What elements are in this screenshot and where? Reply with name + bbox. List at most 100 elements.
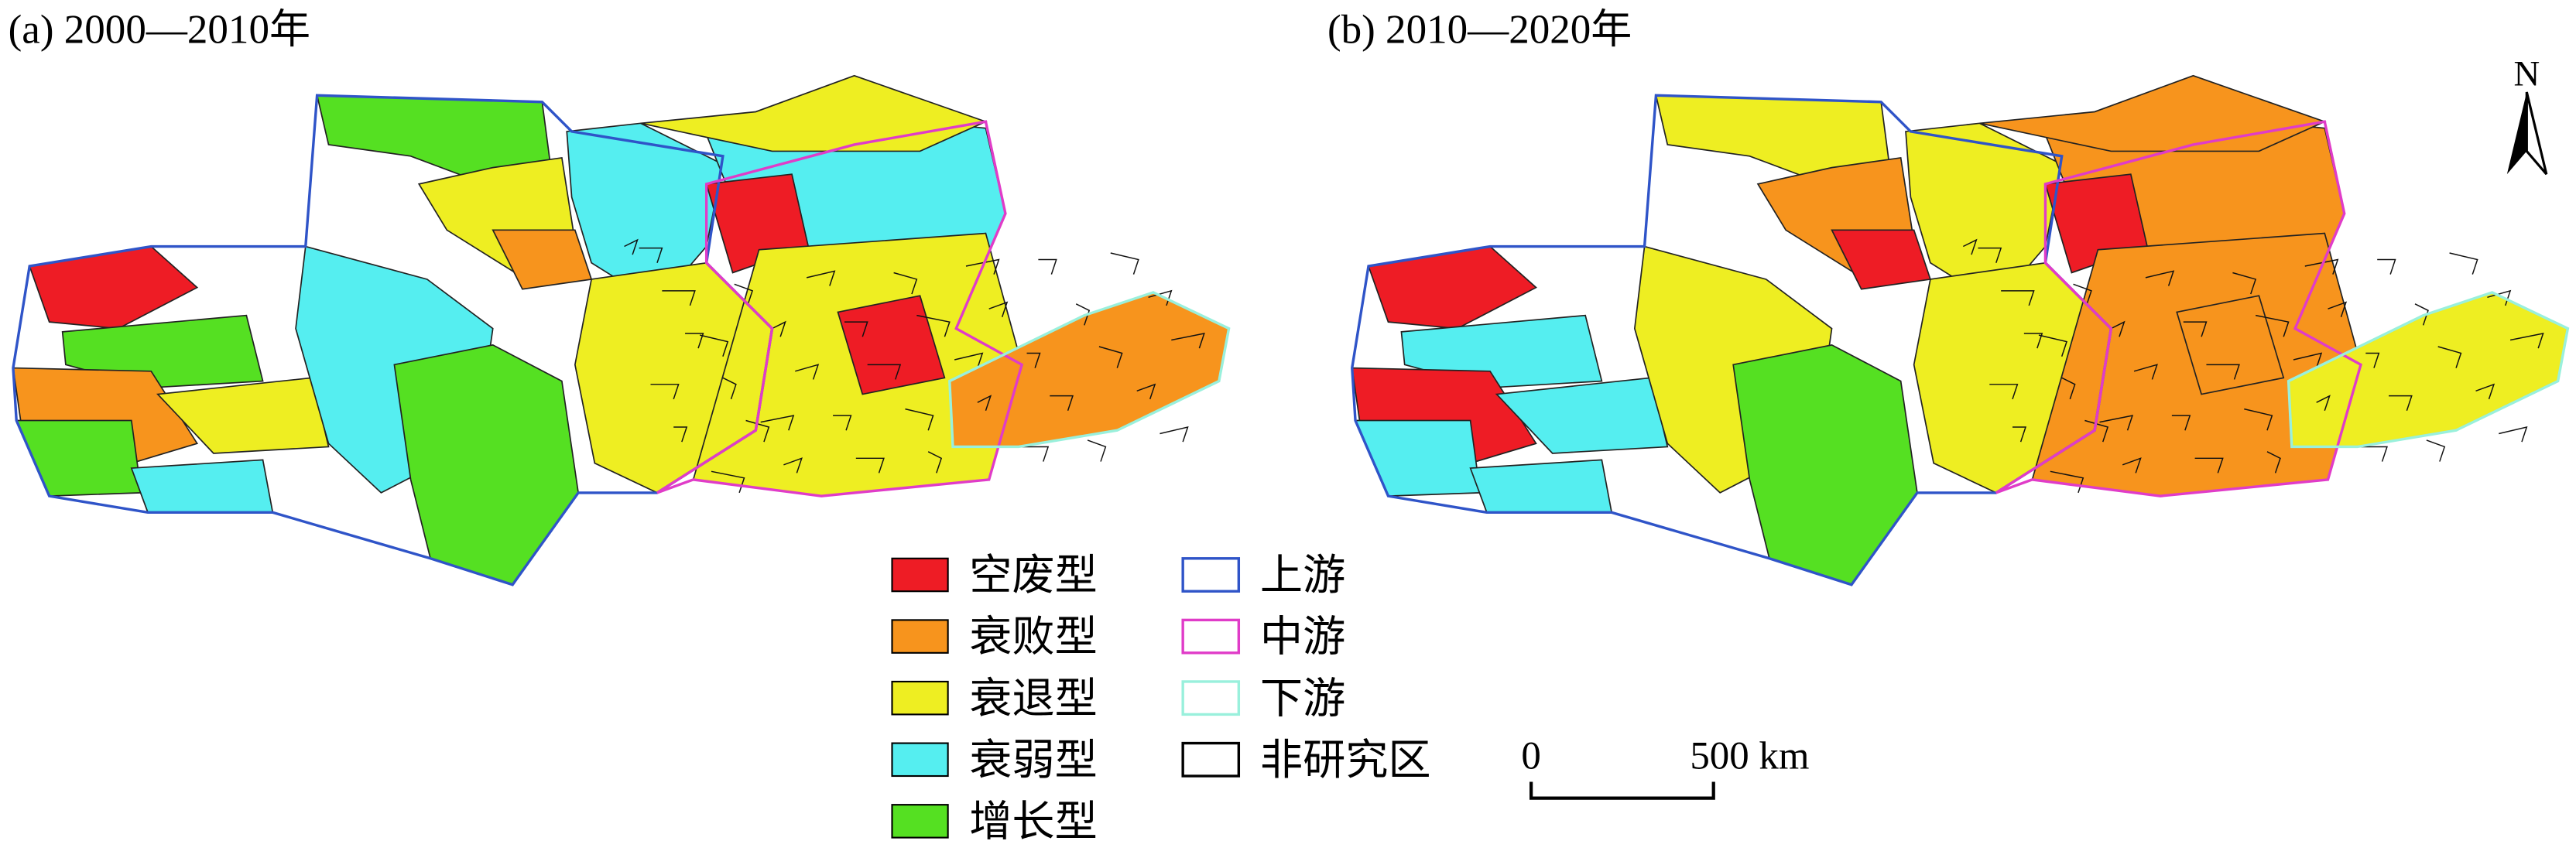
county-line [833,415,852,431]
district [1367,245,1537,330]
county-line [2377,258,2396,275]
county-line [1136,383,1156,400]
county-line [2437,346,2462,368]
county-line [2316,395,2331,412]
legend-swatch [891,680,949,716]
legend-swatch [891,557,949,593]
county-line [795,364,820,380]
county-line [2365,352,2380,368]
county-line [2023,333,2043,349]
county-line [893,272,918,295]
district [15,419,142,497]
county-line [2266,451,2281,473]
county-line [2304,258,2339,275]
legend-label: 中游 [1260,614,1345,661]
county-line [2293,352,2323,368]
county-line [2038,334,2068,357]
county-line [2001,290,2035,306]
map [12,74,1231,586]
county-line [954,352,984,368]
legend-label: 衰败型 [969,614,1098,661]
county-line [2449,252,2478,275]
county-line [699,334,729,357]
legend-label: 非研究区 [1260,737,1431,784]
county-line [2509,333,2544,349]
legend-swatch [891,619,949,654]
county-line [662,290,696,306]
middle-reach [1995,120,2362,497]
county-line [2194,457,2224,473]
county-line [1171,333,1205,349]
legend-label: 衰弱型 [969,737,1098,784]
scale-end: 500 km [1690,734,1809,778]
county-line [1026,352,1041,368]
district [2176,295,2285,395]
county-line [1978,247,2002,263]
county-line [916,314,951,337]
legend-label: 增长型 [969,798,1098,841]
county-line [2111,320,2126,337]
legend-swatch [1181,741,1241,778]
legend-swatch [891,804,949,839]
lower-reach [2287,291,2570,449]
county-line [2012,426,2027,443]
county-line [2255,314,2290,337]
north-label: N [2513,54,2540,94]
county-line [711,470,745,494]
county-line [1989,384,2019,400]
legend-swatch [1181,680,1241,716]
county-line [624,238,639,255]
district [1469,459,1613,514]
county-line [2328,301,2348,318]
legend-label: 上游 [1260,552,1345,599]
county-line [685,333,704,349]
county-line [2145,270,2175,286]
county-line [745,419,770,443]
district [492,229,593,290]
district [61,314,264,388]
county-line [2122,457,2142,473]
county-line [867,364,902,380]
county-line [855,457,885,473]
county-line [2232,272,2257,295]
north-arrow: N [2506,54,2548,176]
county-line [2244,408,2273,431]
district [1400,314,1603,388]
scale-bar: 0 500 km [1521,734,1810,800]
county-line [2475,383,2496,400]
county-line [2354,446,2388,462]
county-line [927,451,943,473]
county-line [2414,303,2429,326]
county-line [722,377,737,400]
county-line [760,415,795,431]
panel-title: (b) 2010—2020年 [1327,7,1632,52]
district [1979,74,2327,152]
district [29,245,199,330]
county-line [844,321,868,337]
middle-reach [656,120,1024,497]
county-line [1087,439,1107,462]
county-line [2099,415,2134,431]
legend-swatch [1181,618,1241,655]
county-line [1962,238,1978,255]
county-line [2050,470,2084,494]
county-line [1050,395,1074,412]
county-line [1110,252,1139,275]
county-line [2206,364,2240,380]
county-line [2389,395,2413,412]
county-line [905,408,934,431]
county-line [2133,364,2158,380]
district [837,295,946,395]
panel-title: (a) 2000—2010年 [9,7,310,52]
county-line [1015,446,1050,462]
district [640,74,988,152]
district [1495,377,1669,454]
county-line [772,320,786,337]
county-line [977,395,992,412]
county-line [2499,426,2528,443]
county-line [1038,258,1057,275]
county-line [2084,419,2109,443]
county-line [2171,415,2191,431]
county-line [1075,303,1091,326]
